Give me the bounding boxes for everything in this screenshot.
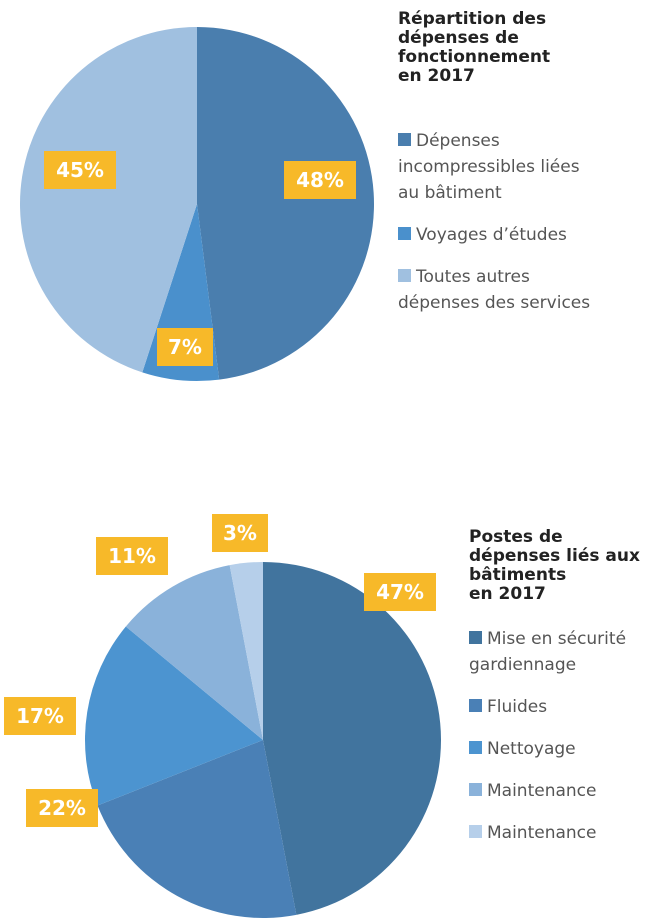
pie-slice: [263, 562, 442, 915]
legend-swatch: [469, 699, 482, 712]
pie-slice: [20, 27, 198, 373]
legend-label: Toutes autres dépenses des services: [398, 267, 591, 313]
legend-item: Maintenance: [469, 778, 626, 804]
legend: Mise en sécurité gardiennage Fluides Netto…: [469, 626, 626, 862]
legend-label: Voyages d’études: [416, 225, 567, 245]
legend-swatch: [398, 227, 411, 240]
label-box: [212, 514, 268, 552]
data-label: 47%: [376, 580, 424, 604]
legend: Dépenses incompressibles liées au bâtime…: [398, 128, 590, 332]
label-box: [157, 328, 213, 366]
data-label: 3%: [223, 521, 257, 545]
legend-label: Nettoyage: [487, 739, 576, 759]
legend-label: Mise en sécurité gardiennage: [469, 629, 627, 675]
pie-slice: [97, 740, 297, 918]
pie-slice: [229, 562, 263, 740]
pie-slice: [85, 626, 263, 806]
label-box: [4, 697, 76, 735]
label-box: [26, 789, 98, 827]
legend-item: Dépenses incompressibles liées au bâtime…: [398, 128, 590, 206]
data-label: 48%: [296, 168, 344, 192]
data-label: 11%: [108, 544, 156, 568]
legend-swatch: [469, 741, 482, 754]
legend-item: Fluides: [469, 694, 626, 720]
data-label: 45%: [56, 158, 104, 182]
chart-title: Répartition des dépenses de fonctionneme…: [398, 9, 551, 86]
legend-label: Maintenance: [487, 781, 597, 801]
label-box: [364, 573, 436, 611]
legend-label: Fluides: [487, 697, 548, 717]
legend-label: Maintenance: [487, 823, 597, 843]
data-label: 17%: [16, 704, 64, 728]
pie-slice: [197, 27, 375, 380]
legend-swatch: [469, 825, 482, 838]
label-box: [44, 151, 116, 189]
legend-item: Voyages d’études: [398, 222, 590, 248]
data-label: 22%: [38, 796, 86, 820]
legend-item: Maintenance: [469, 820, 626, 846]
legend-item: Nettoyage: [469, 736, 626, 762]
legend-swatch: [398, 133, 411, 146]
legend-swatch: [469, 631, 482, 644]
data-label: 7%: [168, 335, 202, 359]
label-box: [96, 537, 168, 575]
legend-swatch: [398, 269, 411, 282]
label-box: [284, 161, 356, 199]
chart-title: Postes de dépenses liés aux bâtiments en…: [469, 527, 640, 604]
pie-slice: [125, 565, 264, 740]
legend-item: Mise en sécurité gardiennage: [469, 626, 626, 678]
legend-swatch: [469, 783, 482, 796]
legend-item: Toutes autres dépenses des services: [398, 264, 590, 316]
legend-label: Dépenses incompressibles liées au bâtime…: [398, 131, 580, 203]
